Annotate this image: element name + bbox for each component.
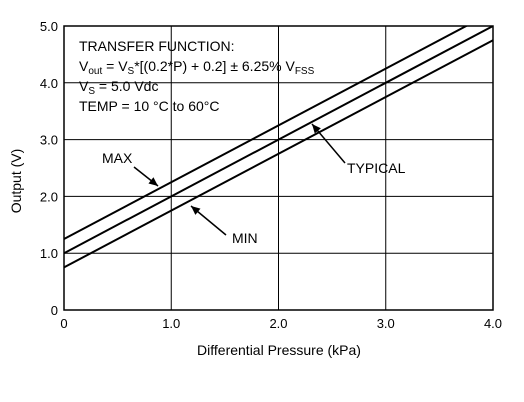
transfer-function-title: TRANSFER FUNCTION:	[79, 38, 235, 54]
transfer-function-equation: Vout = VS*[(0.2*P) + 0.2] ± 6.25% VFSS	[79, 58, 315, 77]
x-tick-label: 1.0	[162, 316, 180, 331]
max-label: MAX	[102, 150, 133, 166]
series-line-max	[64, 26, 469, 240]
y-tick-label: 1.0	[40, 246, 58, 261]
annotation-arrows	[133, 123, 346, 236]
x-tick-label: 3.0	[377, 316, 395, 331]
y-tick-label: 4.0	[40, 76, 58, 91]
y-axis-label: Output (V)	[8, 149, 24, 214]
y-tick-label: 0	[51, 303, 58, 318]
series-line-typical	[64, 26, 493, 255]
x-axis-label: Differential Pressure (kPa)	[197, 342, 361, 358]
x-tick-label: 2.0	[269, 316, 287, 331]
x-tick-label: 0	[60, 316, 67, 331]
y-tick-label: 3.0	[40, 133, 58, 148]
min-label: MIN	[232, 230, 258, 246]
min-arrow	[190, 205, 227, 236]
temperature-range: TEMP = 10 °C to 60°C	[79, 98, 220, 114]
tick-labels: 0 1.0 2.0 3.0 4.0 0 1.0 2.0 3.0 4.0 5.0	[40, 19, 502, 331]
plot-frame	[63, 25, 494, 311]
y-tick-label: 5.0	[40, 19, 58, 34]
transfer-function-box: TRANSFER FUNCTION: Vout = VS*[(0.2*P) + …	[79, 38, 315, 114]
typical-label: TYPICAL	[347, 160, 406, 176]
typical-arrow	[311, 123, 346, 164]
y-tick-label: 2.0	[40, 189, 58, 204]
series-lines	[64, 26, 493, 269]
supply-voltage: VS = 5.0 Vdc	[79, 78, 158, 97]
x-tick-label: 4.0	[484, 316, 502, 331]
series-line-min	[64, 39, 493, 269]
max-arrow	[133, 166, 159, 187]
